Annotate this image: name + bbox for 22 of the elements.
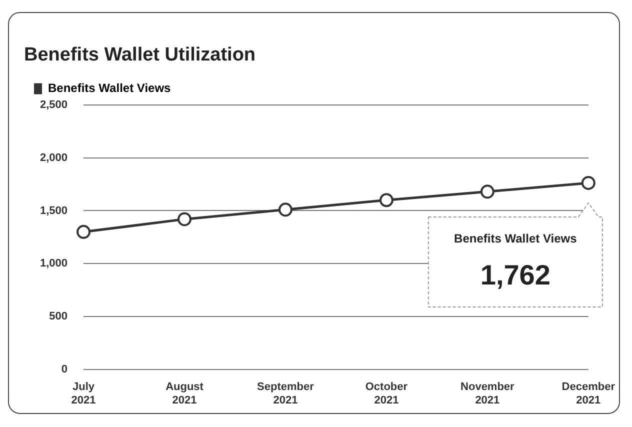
x-tick-label: September 2021 <box>257 381 315 406</box>
y-tick-label: 1,000 <box>40 258 68 270</box>
y-tick-label: 500 <box>49 310 68 323</box>
point <box>178 212 192 226</box>
y-tick-label: 2,000 <box>40 152 68 164</box>
point <box>278 202 292 217</box>
x-tick-label: August 2021 <box>166 381 204 406</box>
y-tick-label: 1,500 <box>40 204 68 217</box>
x-tick-label: December 2021 <box>562 381 616 406</box>
legend-label: Benefits Wallet Views <box>48 81 172 96</box>
y-tick-label: 0 <box>61 364 68 376</box>
x-tick-label: October 2021 <box>365 381 408 406</box>
chart-title: Benefits Wallet Utilization <box>24 44 256 66</box>
text: Benefits Wallet Views <box>454 231 577 246</box>
point <box>76 224 91 239</box>
annotation: 1,762 <box>480 260 550 291</box>
x-tick-label: July 2021 <box>71 381 96 406</box>
point <box>581 176 596 190</box>
point <box>480 184 494 199</box>
point <box>379 193 394 208</box>
y-tick-label: 2,500 <box>40 98 68 111</box>
x-tick-label: November 2021 <box>460 381 516 406</box>
